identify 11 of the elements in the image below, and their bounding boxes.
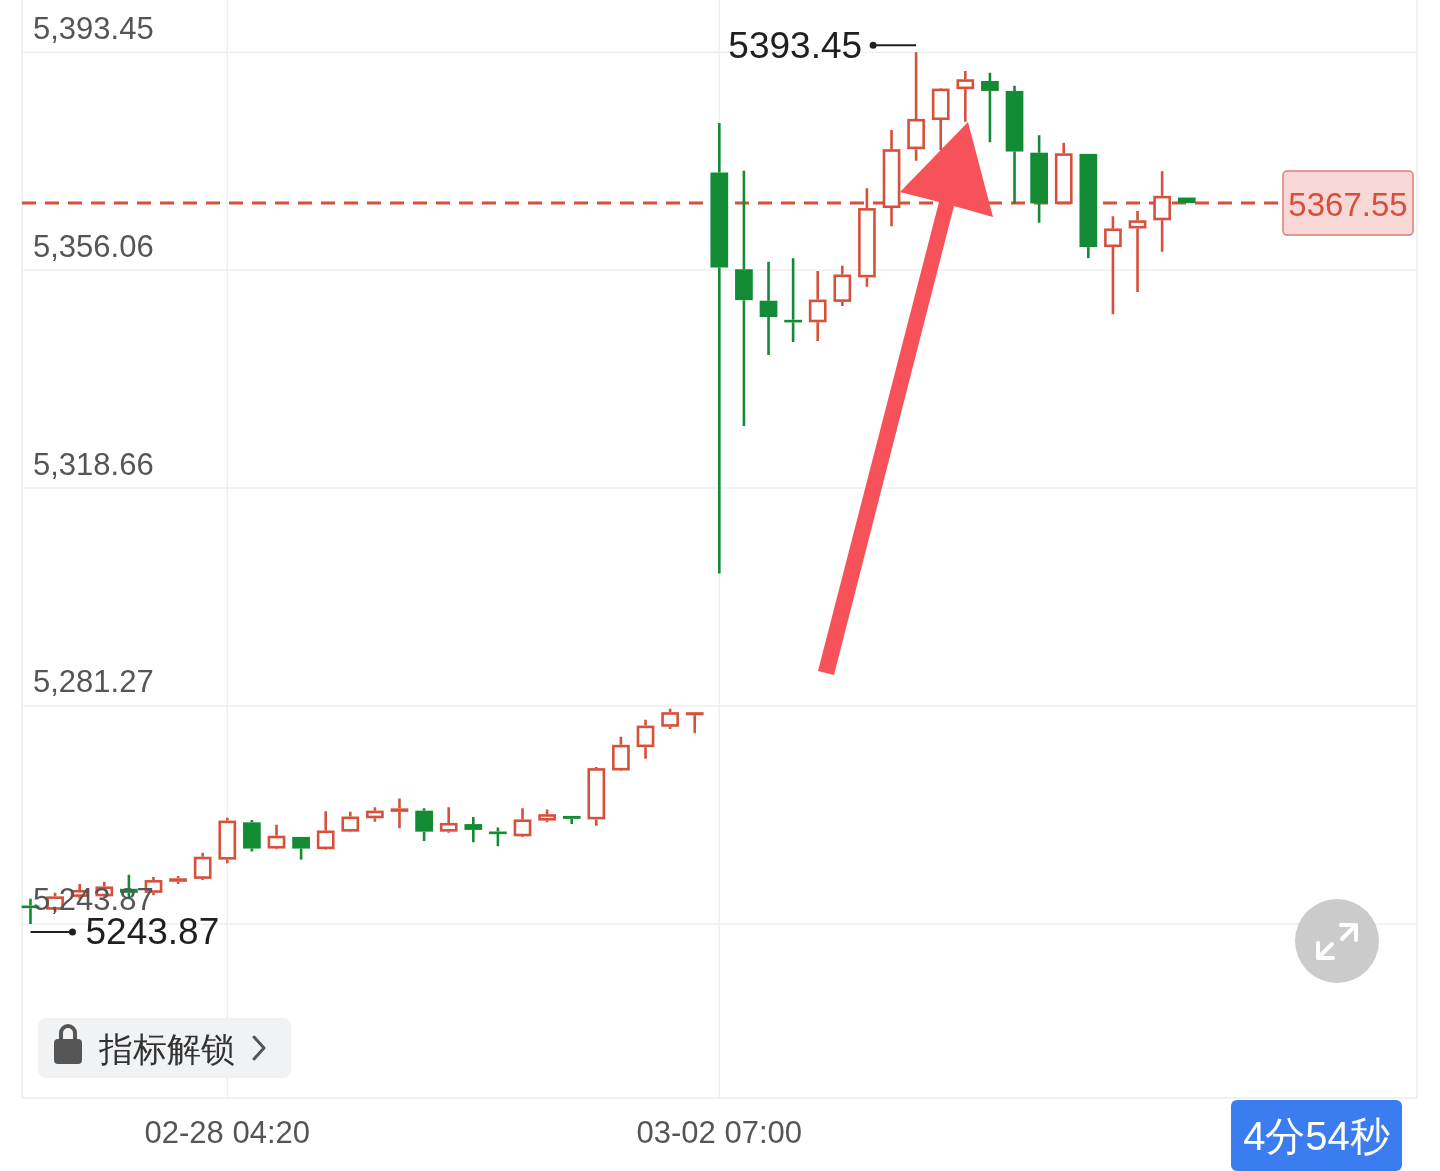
annotation: 5393.45: [728, 24, 863, 66]
annotation: 指标解锁: [98, 1030, 235, 1068]
y-tick-label: 5,393.45: [33, 10, 154, 46]
y-tick-label: 5,356.06: [33, 228, 154, 264]
x-tick-label: 02-28 04:20: [144, 1114, 311, 1150]
y-tick-label: 5,318.66: [33, 446, 154, 482]
ref-line-label: 5367.55: [1288, 185, 1408, 223]
annotation: 5243.87: [85, 911, 220, 953]
x-tick-label: 03-02 07:00: [636, 1114, 803, 1150]
y-tick-label: 5,281.27: [33, 664, 154, 700]
text: 4分54秒: [1243, 1114, 1390, 1158]
